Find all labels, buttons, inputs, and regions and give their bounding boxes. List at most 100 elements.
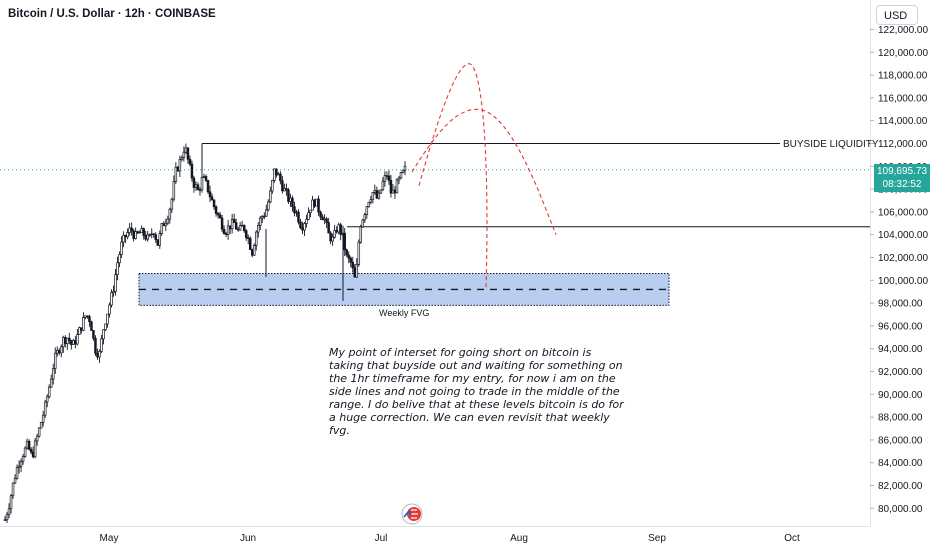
- candle-body: [255, 231, 258, 246]
- candle-body: [333, 230, 336, 238]
- candle-body: [267, 201, 270, 211]
- candle-body: [43, 401, 47, 416]
- y-tick-label: 106,000.00: [878, 207, 928, 218]
- buyside-liquidity-label: BUYSIDE LIQUIDITY: [783, 139, 879, 150]
- candle-body: [64, 337, 67, 345]
- candle-body: [184, 147, 188, 153]
- candle-body: [285, 188, 288, 191]
- candle-body: [263, 215, 266, 218]
- candle-body: [246, 237, 250, 239]
- candle-body: [68, 337, 71, 341]
- candle-body: [120, 241, 123, 255]
- candle-body: [238, 225, 242, 231]
- candle-body: [210, 196, 214, 201]
- candle-body: [102, 329, 105, 340]
- candle-body: [60, 346, 63, 354]
- candle-body: [289, 197, 292, 202]
- y-tick-label: 100,000.00: [878, 276, 928, 287]
- candle-body: [353, 267, 356, 278]
- candle-body: [76, 334, 79, 345]
- candle-body: [7, 508, 11, 516]
- candle-body: [365, 206, 369, 215]
- candle-body: [279, 173, 282, 182]
- candle-body: [252, 244, 256, 256]
- candle-body: [361, 219, 365, 228]
- candle-body: [178, 158, 182, 172]
- time-axis[interactable]: May Jun Jul Aug Sep Oct: [100, 533, 800, 544]
- candle-body: [206, 179, 210, 193]
- candle-body: [3, 519, 7, 521]
- candle-body: [31, 451, 35, 458]
- candle-body: [17, 465, 21, 468]
- candle-body: [194, 184, 198, 188]
- y-tick-label: 88,000.00: [878, 413, 923, 424]
- candle-body: [347, 254, 350, 259]
- candle-body: [11, 482, 15, 497]
- candle-body: [58, 350, 61, 354]
- candle-body: [164, 222, 168, 227]
- projection-curve-high: [418, 63, 488, 290]
- candle-body: [19, 460, 23, 467]
- candle-body: [70, 340, 73, 345]
- y-tick-label: 96,000.00: [878, 321, 923, 332]
- candle-body: [62, 337, 65, 348]
- candle-body: [393, 189, 397, 194]
- x-tick-label: Oct: [784, 533, 800, 544]
- candle-body: [37, 427, 41, 437]
- candle-body: [90, 321, 93, 331]
- candle-body: [84, 315, 87, 318]
- candle-body: [363, 214, 367, 221]
- candle-body: [100, 338, 103, 352]
- y-tick-label: 84,000.00: [878, 458, 923, 469]
- candles: [3, 143, 407, 523]
- candle-body: [250, 249, 254, 256]
- x-tick-label: May: [100, 533, 119, 544]
- candle-body: [196, 184, 200, 191]
- candle-body: [88, 316, 91, 323]
- currency-selector[interactable]: USD: [876, 5, 918, 25]
- candle-body: [82, 317, 85, 331]
- candle-body: [301, 227, 304, 231]
- candle-body: [47, 386, 51, 398]
- candle-body: [96, 353, 99, 358]
- candle-body: [86, 315, 89, 317]
- candle-body: [188, 158, 192, 165]
- candle-body: [116, 262, 119, 276]
- candle-body: [13, 478, 17, 484]
- candle-body: [305, 218, 308, 224]
- candle-body: [126, 232, 129, 238]
- candle-body: [367, 201, 371, 208]
- candle-body: [379, 189, 383, 194]
- candle-body: [357, 241, 361, 265]
- candle-body: [212, 199, 216, 208]
- plot-area[interactable]: [0, 0, 870, 526]
- candle-body: [144, 235, 147, 240]
- candle-body: [204, 176, 208, 181]
- last-price-value: 109,695.73: [876, 166, 928, 177]
- candle-body: [176, 166, 180, 172]
- x-tick-label: Jul: [375, 533, 388, 544]
- price-axis[interactable]: 122,000.00 120,000.00 118,000.00 116,000.00…: [870, 25, 928, 515]
- candle-body: [25, 440, 29, 449]
- y-tick-label: 102,000.00: [878, 253, 928, 264]
- candle-body: [391, 189, 395, 194]
- y-tick-label: 94,000.00: [878, 344, 923, 355]
- chart-title: Bitcoin / U.S. Dollar · 12h · COINBASE: [8, 8, 216, 20]
- candle-body: [190, 163, 194, 179]
- candle-body: [166, 218, 170, 224]
- candle-body: [122, 234, 125, 243]
- candle-body: [138, 231, 141, 234]
- candle-body: [136, 231, 139, 234]
- candle-body: [309, 209, 312, 213]
- candle-body: [41, 414, 45, 423]
- candle-body: [56, 350, 59, 354]
- candle-body: [293, 206, 296, 214]
- candle-body: [335, 230, 338, 233]
- candle-body: [112, 290, 115, 293]
- candle-body: [337, 224, 340, 233]
- candle-body: [114, 274, 117, 292]
- last-price-tag: 109,695.73 08:32:52: [874, 164, 930, 192]
- candle-body: [130, 227, 133, 232]
- candle-body: [216, 213, 220, 216]
